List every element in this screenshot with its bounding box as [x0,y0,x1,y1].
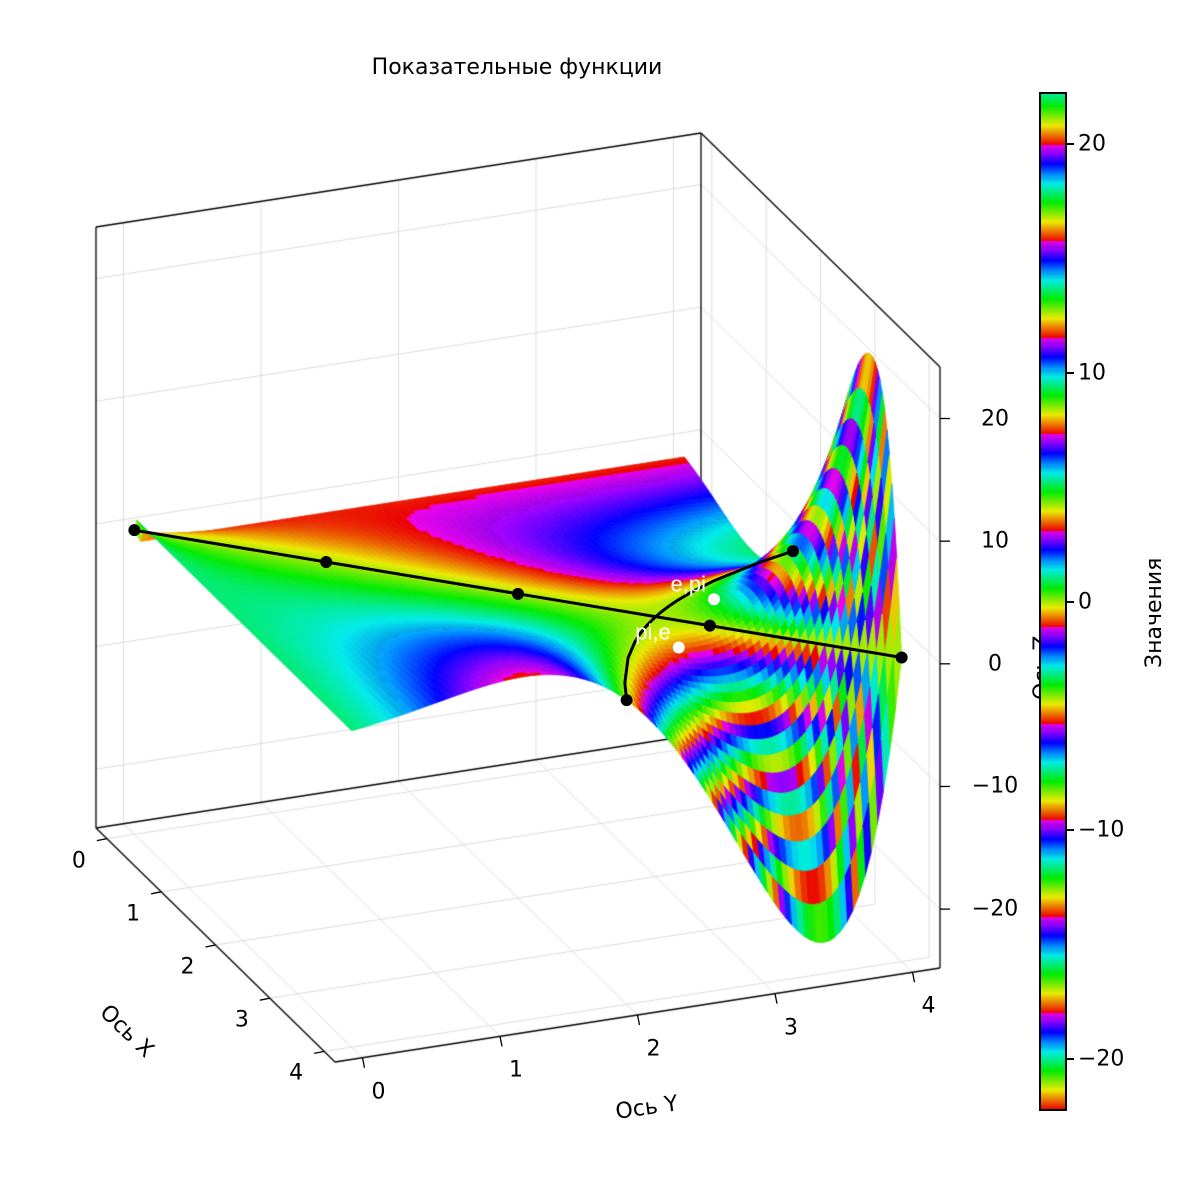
colorbar-tick-label: −10 [1078,817,1125,843]
y-tick-mark [636,1014,641,1026]
scatter-point [672,641,685,654]
y-tick-mark [361,1057,366,1068]
y-tick-mark [499,1036,503,1047]
x-tick-mark [205,944,216,948]
x-tick-mark [314,1050,325,1055]
colorbar-label: Значения [1142,557,1167,668]
line-point [512,587,524,600]
y-tick-mark [774,993,778,1004]
x-tick-label: 4 [289,1060,304,1086]
colorbar-tick-label: 10 [1078,360,1106,386]
x-tick-mark [151,891,162,895]
z-tick-label: −20 [971,896,1019,922]
colorbar-tick-label: 20 [1078,131,1106,157]
colorbar-tick-mark [1065,1057,1074,1060]
line-point [895,651,908,664]
colorbar-tick-label: −20 [1078,1046,1125,1072]
chart-title: Показательные функции [371,55,663,80]
colorbar-tick-mark [1065,600,1074,603]
z-tick-label: −10 [971,773,1019,799]
y-tick-label: 4 [921,993,936,1019]
curve-line [623,549,794,701]
colorbar-gradient [1039,92,1067,1111]
y-tick-label: 0 [371,1079,386,1105]
scatter-label: e,pi [670,571,705,596]
scatter-label: pi,e [635,620,670,645]
scatter-point [707,593,720,606]
colorbar-tick-mark [1065,143,1074,146]
curve-point [620,694,633,707]
line-point [320,556,333,569]
line-point [128,524,141,537]
y-tick-label: 3 [784,1015,798,1041]
z-tick-label: 0 [988,651,1002,677]
x-tick-label: 3 [234,1007,249,1033]
z-tick-label: 20 [981,406,1009,431]
y-tick-label: 2 [646,1036,661,1062]
y-tick-label: 1 [509,1057,523,1083]
x-tick-label: 2 [180,954,195,980]
y-tick-mark [911,972,916,983]
colorbar-tick-label: 0 [1078,589,1092,614]
colorbar-tick-mark [1065,371,1074,374]
colorbar-tick-mark [1065,829,1074,832]
x-tick-mark [259,997,270,1001]
x-tick-label: 0 [71,848,86,874]
z-tick-label: 10 [981,528,1009,554]
x-tick-mark [96,837,107,842]
curve-point [787,545,799,558]
line-point [703,619,716,632]
x-tick-label: 1 [126,901,141,927]
